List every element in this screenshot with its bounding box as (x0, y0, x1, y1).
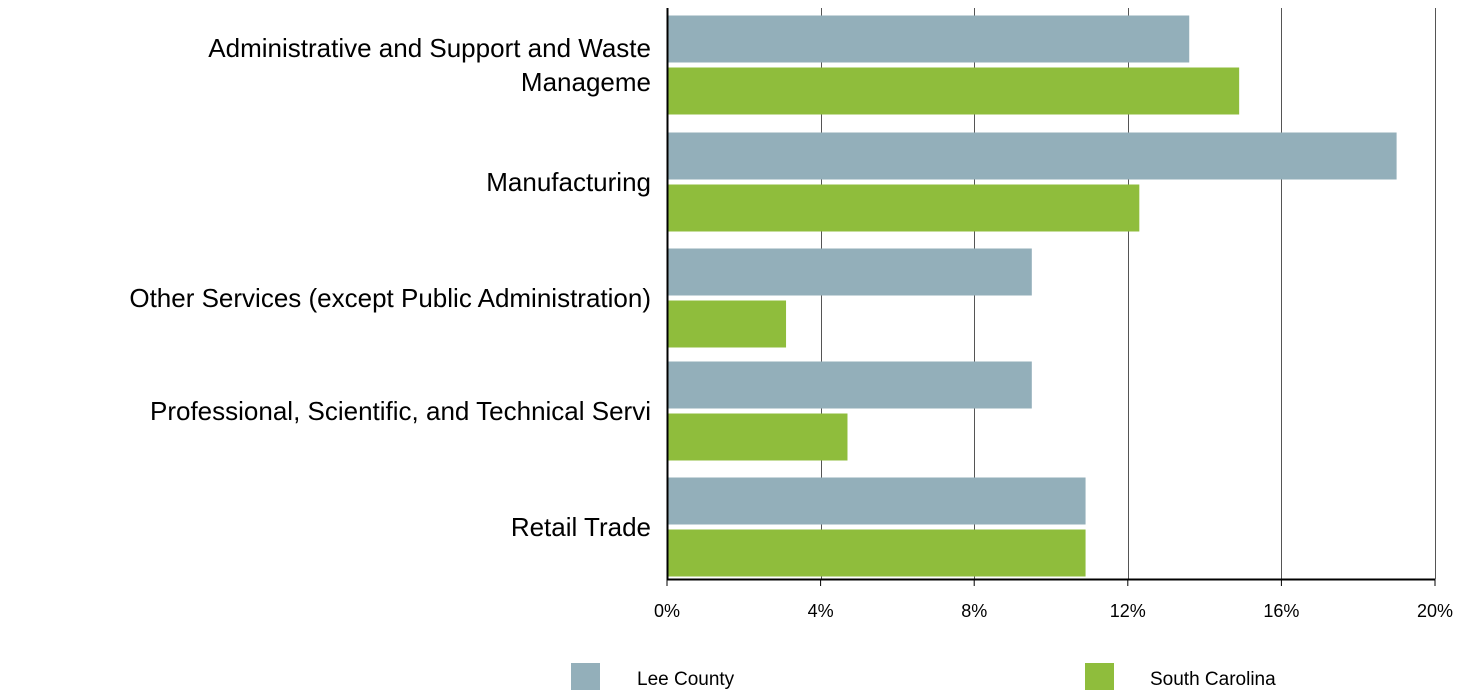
bar-south-carolina (667, 300, 787, 348)
bar-south-carolina (667, 529, 1086, 577)
x-tick-label: 16% (1263, 601, 1299, 621)
x-tick-label: 0% (654, 601, 680, 621)
x-tick-label: 8% (961, 601, 987, 621)
bar-lee-county (667, 477, 1086, 525)
category-label: Professional, Scientific, and Technical … (150, 396, 651, 426)
category-label: Manageme (521, 67, 651, 97)
x-tick-label: 12% (1110, 601, 1146, 621)
category-label: Other Services (except Public Administra… (129, 283, 651, 313)
x-tick-label: 4% (808, 601, 834, 621)
legend-label: Lee County (637, 669, 735, 690)
bar-south-carolina (667, 413, 848, 461)
bar-lee-county (667, 132, 1397, 180)
bar-lee-county (667, 361, 1032, 409)
category-label: Manufacturing (486, 167, 651, 197)
bar-south-carolina (667, 184, 1140, 232)
legend-swatch (571, 663, 600, 690)
legend-swatch (1085, 663, 1114, 690)
x-tick-label: 20% (1417, 601, 1453, 621)
category-label: Retail Trade (511, 512, 651, 542)
bar-lee-county (667, 248, 1032, 296)
bar-south-carolina (667, 67, 1240, 115)
legend-label: South Carolina (1150, 669, 1276, 690)
category-label: Administrative and Support and Waste (208, 33, 651, 63)
bar-lee-county (667, 15, 1190, 63)
